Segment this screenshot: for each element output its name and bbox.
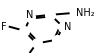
Text: F: F — [1, 22, 6, 31]
Text: NH₂: NH₂ — [76, 8, 94, 18]
Text: N: N — [26, 10, 34, 20]
Text: N: N — [64, 22, 72, 31]
